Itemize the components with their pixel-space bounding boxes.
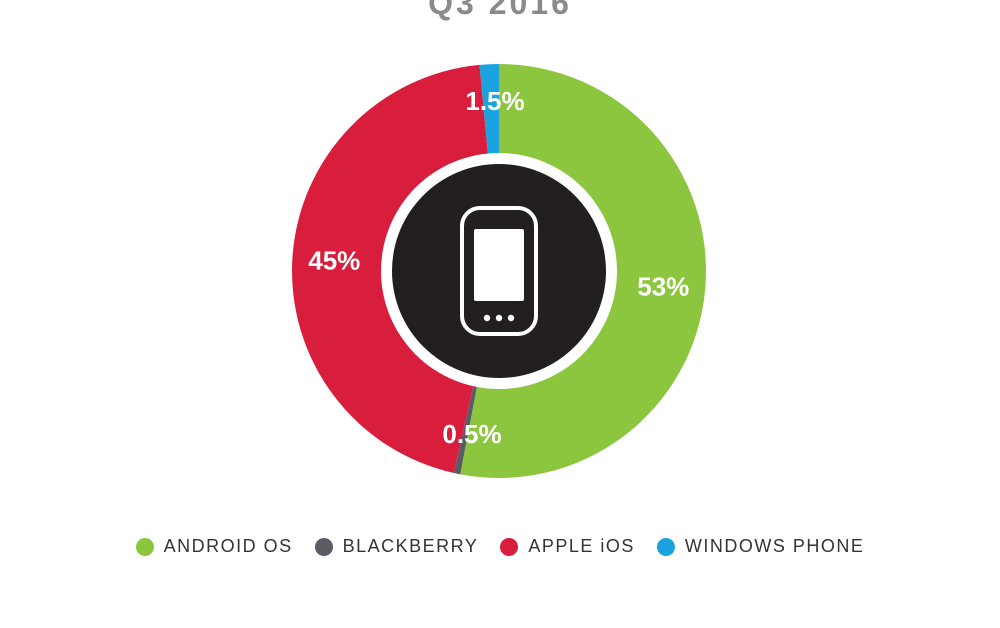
legend-swatch — [500, 537, 519, 556]
legend-item-blackberry: BLACKBERRY — [314, 536, 479, 557]
legend-item-apple-ios: APPLE iOS — [500, 536, 635, 557]
legend-label: BLACKBERRY — [342, 536, 479, 556]
labels-group: 53% 0.5% 45% 1.5% — [308, 86, 689, 449]
legend-label: APPLE iOS — [528, 536, 635, 556]
legend-swatch — [135, 537, 154, 556]
legend-swatch — [314, 537, 333, 556]
legend-item-android-os: ANDROID OS — [135, 536, 293, 557]
legend: ANDROID OS BLACKBERRY APPLE iOS WINDOWS PHO… — [0, 536, 1000, 557]
data-label-apple-ios: 45% — [308, 246, 360, 276]
legend-label: ANDROID OS — [163, 536, 293, 556]
legend-label: WINDOWS PHONE — [684, 536, 865, 556]
legend-item-windows-phone: WINDOWS PHONE — [656, 536, 865, 557]
chart-title: Q3 2016 — [428, 0, 572, 21]
donut-chart: 53% 0.5% 45% 1.5% — [292, 64, 707, 479]
smartphone-icon — [460, 206, 538, 336]
data-label-windows-phone: 1.5% — [465, 86, 524, 116]
data-label-android-os: 53% — [637, 272, 689, 302]
data-label-blackberry: 0.5% — [442, 419, 501, 449]
legend-swatch — [656, 537, 675, 556]
